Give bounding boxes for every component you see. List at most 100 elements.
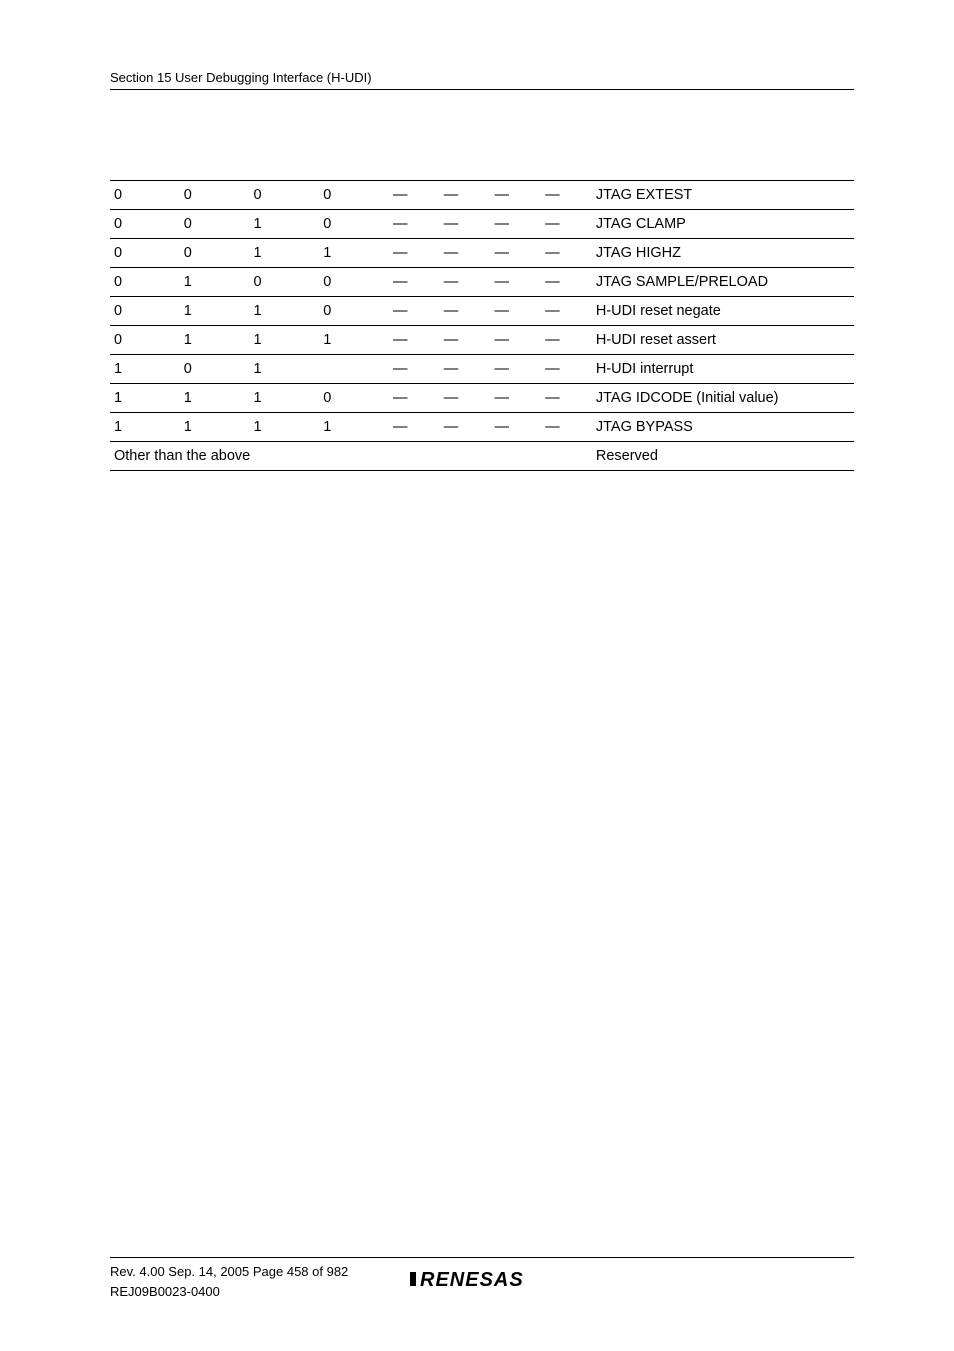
cell-dash: — [490, 355, 541, 384]
cell-dash: — [440, 239, 491, 268]
cell-b4: 1 [319, 239, 389, 268]
table-row: 0 1 1 1 — — — — H-UDI reset assert [110, 326, 854, 355]
cell-b7: 0 [110, 181, 180, 210]
cell-b6: 1 [180, 297, 250, 326]
cell-desc: JTAG EXTEST [592, 181, 854, 210]
cell-dash: — [389, 355, 440, 384]
cell-b6: 1 [180, 413, 250, 442]
cell-desc: JTAG BYPASS [592, 413, 854, 442]
cell-desc: H-UDI reset assert [592, 326, 854, 355]
cell-dash: — [490, 326, 541, 355]
cell-dash: — [490, 181, 541, 210]
page-header: Section 15 User Debugging Interface (H-U… [110, 70, 854, 90]
cell-b7: 1 [110, 355, 180, 384]
footer-text: Rev. 4.00 Sep. 14, 2005 Page 458 of 982 … [110, 1262, 348, 1301]
cell-b7: 0 [110, 297, 180, 326]
cell-dash: — [541, 384, 592, 413]
cell-dash: — [541, 181, 592, 210]
cell-dash: — [490, 384, 541, 413]
cell-b6: 0 [180, 355, 250, 384]
cell-desc: JTAG HIGHZ [592, 239, 854, 268]
cell-other: Other than the above [110, 442, 592, 471]
table-row: 0 0 1 0 — — — — JTAG CLAMP [110, 210, 854, 239]
cell-b7: 0 [110, 239, 180, 268]
section-label: Section 15 User Debugging Interface (H-U… [110, 70, 372, 85]
cell-dash: — [440, 355, 491, 384]
cell-b6: 0 [180, 239, 250, 268]
cell-b4: 0 [319, 181, 389, 210]
cell-dash: — [440, 210, 491, 239]
cell-dash: — [541, 210, 592, 239]
page-footer: Rev. 4.00 Sep. 14, 2005 Page 458 of 982 … [110, 1257, 854, 1301]
footer-line1: Rev. 4.00 Sep. 14, 2005 Page 458 of 982 [110, 1262, 348, 1282]
cell-b5: 1 [250, 326, 320, 355]
renesas-logo-icon: RENESAS [408, 1264, 578, 1299]
cell-dash: — [541, 355, 592, 384]
table-row: Other than the above Reserved [110, 442, 854, 471]
cell-b4: 0 [319, 384, 389, 413]
cell-dash: — [541, 268, 592, 297]
cell-dash: — [541, 326, 592, 355]
cell-b5: 0 [250, 181, 320, 210]
cell-b4: 1 [319, 326, 389, 355]
cell-desc: H-UDI interrupt [592, 355, 854, 384]
logo-text: RENESAS [420, 1269, 524, 1291]
table-row: 0 1 0 0 — — — — JTAG SAMPLE/PRELOAD [110, 268, 854, 297]
cell-dash: — [490, 210, 541, 239]
cell-desc: Reserved [592, 442, 854, 471]
cell-dash: — [541, 297, 592, 326]
cell-b4 [319, 355, 389, 384]
cell-dash: — [440, 413, 491, 442]
cell-b5: 0 [250, 268, 320, 297]
cell-b6: 0 [180, 210, 250, 239]
cell-b5: 1 [250, 355, 320, 384]
cell-dash: — [389, 239, 440, 268]
cell-b6: 1 [180, 384, 250, 413]
table-row: 0 0 1 1 — — — — JTAG HIGHZ [110, 239, 854, 268]
cell-dash: — [490, 413, 541, 442]
cell-desc: JTAG SAMPLE/PRELOAD [592, 268, 854, 297]
cell-desc: JTAG CLAMP [592, 210, 854, 239]
cell-dash: — [440, 297, 491, 326]
cell-b5: 1 [250, 297, 320, 326]
cell-b7: 0 [110, 326, 180, 355]
cell-dash: — [389, 181, 440, 210]
spacer [110, 471, 854, 1257]
footer-line2: REJ09B0023-0400 [110, 1282, 348, 1302]
table-row: 1 0 1 — — — — H-UDI interrupt [110, 355, 854, 384]
table-row: 1 1 1 1 — — — — JTAG BYPASS [110, 413, 854, 442]
cell-b6: 1 [180, 268, 250, 297]
cell-dash: — [389, 326, 440, 355]
cell-b6: 1 [180, 326, 250, 355]
cell-b4: 0 [319, 268, 389, 297]
cell-dash: — [490, 239, 541, 268]
cell-b4: 0 [319, 210, 389, 239]
cell-dash: — [440, 384, 491, 413]
cell-dash: — [389, 297, 440, 326]
cell-dash: — [490, 297, 541, 326]
cell-dash: — [440, 326, 491, 355]
cell-b7: 1 [110, 413, 180, 442]
cell-b5: 1 [250, 239, 320, 268]
cell-b5: 1 [250, 413, 320, 442]
cell-b7: 1 [110, 384, 180, 413]
cell-dash: — [541, 239, 592, 268]
cell-b6: 0 [180, 181, 250, 210]
cell-dash: — [541, 413, 592, 442]
cell-desc: H-UDI reset negate [592, 297, 854, 326]
table-row: 1 1 1 0 — — — — JTAG IDCODE (Initial val… [110, 384, 854, 413]
cell-b5: 1 [250, 210, 320, 239]
cell-b5: 1 [250, 384, 320, 413]
cell-dash: — [389, 384, 440, 413]
cell-b4: 1 [319, 413, 389, 442]
cell-b7: 0 [110, 210, 180, 239]
cell-dash: — [389, 413, 440, 442]
table-row: 0 1 1 0 — — — — H-UDI reset negate [110, 297, 854, 326]
cell-dash: — [389, 210, 440, 239]
instruction-table: 0 0 0 0 — — — — JTAG EXTEST 0 0 1 0 — — … [110, 180, 854, 471]
cell-dash: — [490, 268, 541, 297]
table-row: 0 0 0 0 — — — — JTAG EXTEST [110, 181, 854, 210]
cell-dash: — [440, 268, 491, 297]
cell-b7: 0 [110, 268, 180, 297]
cell-dash: — [440, 181, 491, 210]
